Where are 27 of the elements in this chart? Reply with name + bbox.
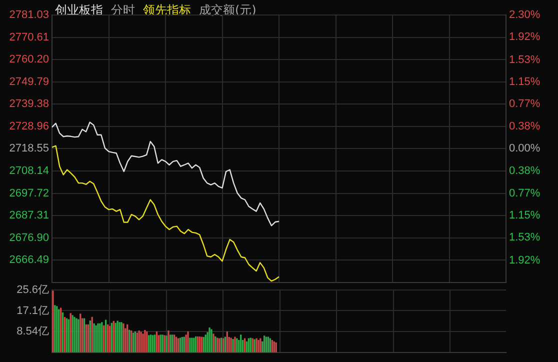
y2-tick-label: 1.92% <box>509 254 540 266</box>
y2-tick-label: 1.53% <box>509 54 540 66</box>
y2-tick-label: 0.38% <box>509 120 540 133</box>
y-tick-label: 2749.79 <box>9 76 49 88</box>
y2-tick-label: 1.53% <box>509 232 540 244</box>
y-tick-label: 2739.38 <box>9 98 49 110</box>
y-tick-label: 2687.31 <box>9 210 49 222</box>
y-tick-label: 17.1亿 <box>16 304 49 317</box>
y-tick-label: 2718.55 <box>9 142 49 155</box>
y-tick-label: 25.6亿 <box>16 284 49 296</box>
y2-tick-label: 1.92% <box>509 31 540 44</box>
y-tick-label: 2666.49 <box>9 254 49 266</box>
y2-tick-label: 0.77% <box>509 187 540 200</box>
y-tick-label: 2760.20 <box>9 54 49 66</box>
y-tick-label: 8.54亿 <box>16 326 49 338</box>
y2-tick-label: 1.15% <box>509 76 540 88</box>
y-tick-label: 2697.72 <box>9 187 49 200</box>
y2-tick-label: 0.00% <box>509 142 540 155</box>
y-tick-label: 2781.03 <box>9 9 49 22</box>
y-tick-label: 2676.90 <box>9 232 49 244</box>
y2-tick-label: 2.30% <box>509 9 540 22</box>
y2-tick-label: 0.77% <box>509 98 540 110</box>
y-tick-label: 2708.14 <box>9 165 49 178</box>
y2-tick-label: 0.38% <box>509 164 540 177</box>
y2-tick-label: 1.15% <box>509 210 540 222</box>
y-tick-label: 2770.61 <box>9 31 49 44</box>
y-tick-label: 2728.96 <box>9 120 49 132</box>
